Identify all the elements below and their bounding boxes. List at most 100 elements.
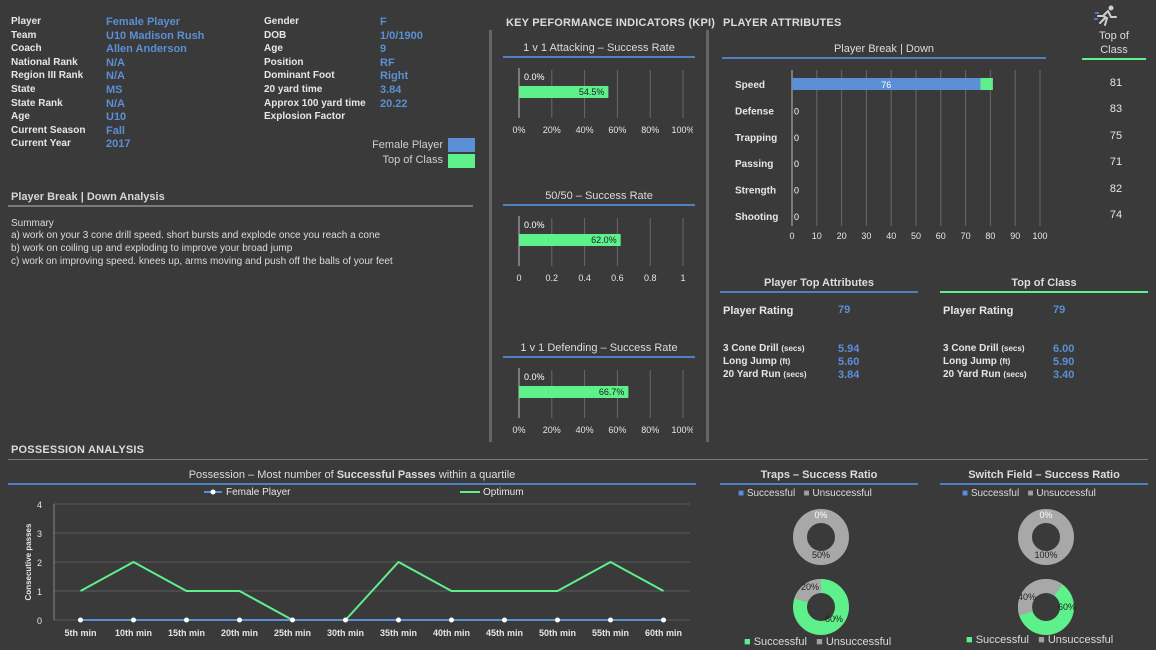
kpi-chart-rule xyxy=(503,356,695,358)
line-point xyxy=(78,617,83,623)
switch-title: Switch Field – Success Ratio xyxy=(968,469,1120,481)
drill-label: 20 Yard Run xyxy=(723,369,781,380)
kpi-tick-label: 20% xyxy=(543,425,561,435)
line-x-tick: 25th min xyxy=(274,628,311,638)
possession-title-bold: Successful Passes xyxy=(336,469,436,481)
kpi-tick-label: 0.2 xyxy=(546,273,559,283)
attr-tick-label: 70 xyxy=(961,231,971,241)
line-y-tick: 1 xyxy=(37,587,42,597)
profile-label: DOB xyxy=(264,29,287,41)
attributes-chart: 0 10 20 30 40 50 60 70 80 90 100 Speed 76 Defense 0 Tra… xyxy=(735,70,1048,241)
drill-unit: (ft) xyxy=(779,357,791,366)
kpi-chart-rule xyxy=(503,204,695,206)
switch-rule xyxy=(940,483,1148,485)
line-point xyxy=(343,617,348,623)
drill-row: 20 Yard Run (secs) xyxy=(723,369,807,380)
attributes-header: PLAYER ATTRIBUTES xyxy=(723,17,842,29)
profile-label: Region III Rank xyxy=(11,70,84,82)
kpi-tick-label: 0% xyxy=(512,125,525,135)
attr-player-label: 0 xyxy=(794,106,799,116)
attr-player-label: 0 xyxy=(794,186,799,196)
legend-series-label: Female Player xyxy=(226,487,291,498)
line-series-optimum xyxy=(80,560,664,621)
legend-series-marker xyxy=(210,489,216,495)
kpi-tick-label: 60% xyxy=(608,425,626,435)
attr-row-name: Shooting xyxy=(735,212,778,223)
switch-legend-unsuccessful-2: Unsuccessful xyxy=(1047,634,1114,646)
kpi-tick-label: 100% xyxy=(671,425,693,435)
line-y-tick: 0 xyxy=(37,616,42,626)
kpi-tick-label: 0 xyxy=(516,273,521,283)
top-class-value: 74 xyxy=(1109,209,1123,221)
possession-title-pre: Possession – Most number of xyxy=(188,469,337,481)
drill-value: 5.90 xyxy=(1053,356,1075,368)
top-class-title: Top of Class xyxy=(1011,277,1077,289)
traps-legend-successful: Successful xyxy=(746,488,796,499)
profile-value: MS xyxy=(106,84,123,96)
attr-row-name: Speed xyxy=(735,80,765,91)
profile-label: Current Year xyxy=(11,138,71,150)
profile-value: 20.22 xyxy=(380,97,408,110)
summary-line-a: a) work on your 3 cone drill speed. shor… xyxy=(11,230,381,241)
kpi-chart-title: 50/50 – Success Rate xyxy=(545,190,653,202)
attr-tick-label: 30 xyxy=(861,231,871,241)
drill-unit: (secs) xyxy=(1001,344,1025,353)
drill-unit: (secs) xyxy=(783,370,807,379)
line-point xyxy=(396,617,401,623)
profile-value: Female Player xyxy=(106,16,180,28)
attr-row-name: Passing xyxy=(735,159,773,170)
drill-label: Long Jump xyxy=(723,356,777,367)
line-point xyxy=(290,617,295,623)
drill-unit: (secs) xyxy=(781,344,805,353)
profile-label: Gender xyxy=(264,16,300,27)
donut-label: 0% xyxy=(1039,510,1052,520)
traps-legend-unsuccessful-2: Unsuccessful xyxy=(825,636,892,648)
kpi-bar-chart: 0% 20% 40% 60% 80% 100% 0.0% 54.5% xyxy=(512,68,693,135)
line-y-tick: 3 xyxy=(37,529,42,539)
kpi-bar xyxy=(519,386,629,398)
line-x-tick: 5th min xyxy=(64,628,96,638)
profile-value: Allen Anderson xyxy=(106,43,187,56)
kpi-bar xyxy=(519,234,621,246)
line-point xyxy=(237,617,242,623)
top-class-rule xyxy=(1082,58,1146,60)
line-point xyxy=(502,617,507,623)
profile-label: Dominant Foot xyxy=(264,70,335,82)
traps-donut-top: 0% 50% xyxy=(793,509,849,565)
drill-unit: (secs) xyxy=(1003,370,1027,379)
kpi-bar-chart: 0 0.2 0.4 0.6 0.8 1 0.0% 62.0% xyxy=(516,216,686,283)
traps-legend-bottom: ■ Successful ■ Unsuccessful xyxy=(744,636,892,648)
donut-label: 50% xyxy=(812,550,830,560)
summary-line-b: b) work on coiling up and exploding to i… xyxy=(11,243,293,254)
traps-legend-unsuccessful: Unsuccessful xyxy=(812,488,872,499)
kpi-tick-label: 40% xyxy=(576,125,594,135)
kpi-tick-label: 80% xyxy=(641,125,659,135)
drill-row: 20 Yard Run (secs) xyxy=(943,369,1027,380)
legend-female-player: Female Player xyxy=(330,138,475,153)
attr-player-bar xyxy=(792,78,981,90)
profile-label: State Rank xyxy=(11,97,63,109)
line-x-tick: 35th min xyxy=(380,628,417,638)
drill-value: 5.94 xyxy=(838,343,860,355)
attr-row-name: Strength xyxy=(735,186,776,197)
line-x-tick: 15th min xyxy=(168,628,205,638)
drill-label: 20 Yard Run xyxy=(943,369,1001,380)
attr-tick-label: 50 xyxy=(911,231,921,241)
kpi-chart-title: 1 v 1 Attacking – Success Rate xyxy=(523,42,675,54)
legend-label: Female Player xyxy=(372,139,443,151)
drill-value: 5.60 xyxy=(838,356,860,368)
line-point xyxy=(184,617,189,623)
line-point xyxy=(449,617,454,623)
drill-row: Long Jump (ft) xyxy=(723,356,790,367)
profile-value: U10 xyxy=(106,111,127,124)
kpi-tick-label: 1 xyxy=(680,273,685,283)
attr-tick-label: 40 xyxy=(886,231,896,241)
rating-value: 79 xyxy=(838,304,851,316)
profile-label: Position xyxy=(264,56,304,68)
runner-icon xyxy=(1094,4,1120,28)
kpi-bar-label: 66.7% xyxy=(599,387,625,397)
attr-player-label: 76 xyxy=(881,80,891,90)
attr-tick-label: 100 xyxy=(1032,231,1047,241)
attributes-chart-rule xyxy=(722,57,1046,59)
line-y-tick: 2 xyxy=(37,558,42,568)
